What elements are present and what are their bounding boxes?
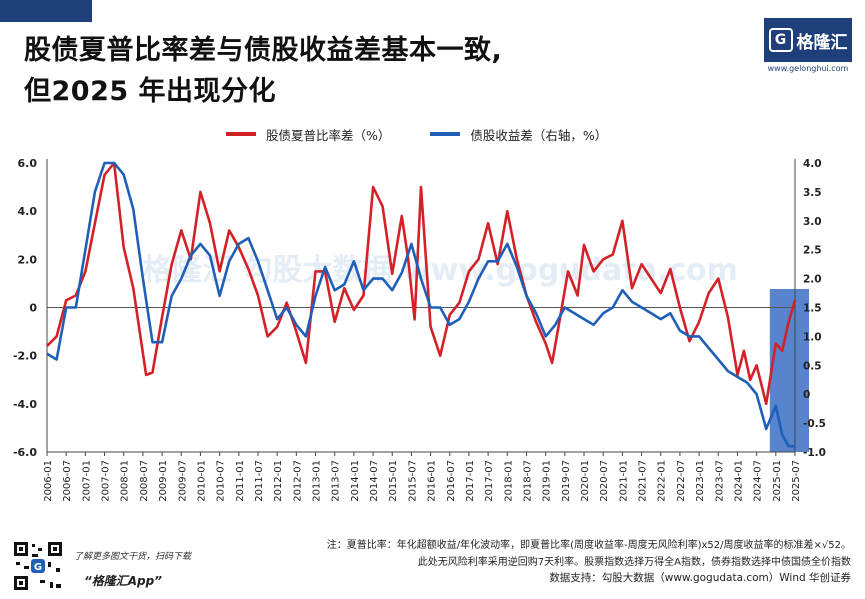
left-tick-label: -6.0: [13, 446, 37, 459]
brand-logo: G 格隆汇 www.gelonghui.com: [764, 18, 852, 74]
x-tick-label: 2017-07: [484, 460, 495, 502]
x-tick-label: 2023-07: [714, 460, 725, 502]
brand-badge: G 格隆汇: [764, 18, 852, 62]
x-tick-label: 2023-01: [695, 460, 706, 502]
left-tick-label: -2.0: [13, 350, 37, 363]
left-tick-label: 0: [29, 302, 37, 315]
legend-swatch-yield: [430, 132, 461, 136]
x-tick-label: 2009-07: [177, 460, 188, 502]
corner-tab: [0, 0, 92, 22]
x-tick-label: 2012-01: [273, 460, 284, 502]
right-tick-label: -1.0: [803, 447, 826, 459]
x-tick-label: 2016-07: [446, 460, 457, 502]
data-source: 数据支持：勾股大数据（www.gogudata.com）Wind 华创证券: [549, 572, 851, 584]
x-tick-label: 2013-01: [312, 460, 323, 502]
title-line-1: 股债夏普比率差与债股收益差基本一致,: [24, 35, 503, 66]
brand-url: www.gelonghui.com: [767, 64, 849, 73]
x-tick-label: 2019-07: [561, 460, 572, 502]
x-tick-label: 2020-07: [599, 460, 610, 502]
x-tick-label: 2006-01: [43, 460, 54, 502]
x-tick-label: 2014-07: [369, 460, 380, 502]
x-tick-label: 2018-01: [503, 460, 514, 502]
app-name: “格隆汇App”: [84, 574, 162, 588]
legend-label-yield: 债股收益差（右轴，%）: [470, 127, 608, 143]
brand-g-icon: G: [768, 28, 793, 52]
x-tick-label: 2010-01: [196, 460, 207, 502]
left-tick-label: -4.0: [13, 398, 37, 411]
x-tick-label: 2021-07: [638, 460, 649, 502]
series-line-sharpe-diff: [46, 161, 797, 406]
series-line-yield-gap: [46, 161, 795, 448]
right-tick-label: -0.5: [803, 418, 826, 430]
x-tick-label: 2006-07: [62, 460, 73, 502]
x-tick-label: 2025-01: [772, 460, 783, 502]
x-tick-label: 2020-01: [580, 460, 591, 502]
x-tick-label: 2007-07: [101, 460, 112, 502]
svg-text:G: G: [34, 562, 42, 573]
x-tick-label: 2010-07: [216, 460, 227, 502]
x-tick-label: 2012-07: [292, 460, 303, 502]
right-tick-label: 0.5: [803, 360, 822, 372]
right-tick-label: 3.5: [803, 187, 822, 199]
footnote-line-2: 此处无风险利率采用逆回购7天利率。股票指数选择万得全A指数，债券指数选择中债国债…: [417, 557, 851, 568]
x-tick-label: 2007-01: [81, 460, 92, 502]
x-tick-label: 2022-01: [657, 460, 668, 502]
left-tick-label: 4.0: [18, 205, 38, 218]
x-tick-label: 2011-07: [254, 460, 265, 502]
right-tick-label: 2.0: [803, 274, 822, 286]
right-tick-label: 0: [803, 389, 810, 401]
left-tick-label: 2.0: [18, 253, 38, 266]
x-tick-label: 2008-07: [139, 460, 150, 502]
right-tick-label: 3.0: [803, 216, 822, 228]
legend-swatch-sharpe: [226, 132, 256, 136]
title-line-2: 但2025 年出现分化: [24, 76, 277, 107]
x-tick-label: 2024-01: [733, 460, 744, 502]
x-tick-label: 2013-07: [331, 460, 342, 502]
qr-hint: 了解更多图文干货，扫码下载: [74, 552, 192, 562]
right-tick-label: 1.5: [803, 303, 822, 315]
right-tick-label: 2.5: [803, 245, 822, 257]
x-tick-label: 2015-01: [388, 460, 399, 502]
x-tick-label: 2009-01: [158, 460, 169, 502]
chart-legend: 股债夏普比率差（%） 债股收益差（右轴，%）: [226, 124, 647, 144]
x-tick-label: 2021-01: [618, 460, 629, 502]
x-tick-label: 2016-01: [427, 460, 438, 502]
x-tick-label: 2011-01: [235, 460, 246, 502]
x-tick-label: 2017-01: [465, 460, 476, 502]
qr-code-icon[interactable]: G: [12, 540, 64, 592]
x-tick-label: 2024-07: [753, 460, 764, 502]
brand-name: 格隆汇: [796, 32, 848, 53]
x-tick-label: 2025-07: [791, 460, 802, 502]
footnote-line-1: 注：夏普比率：年化超额收益/年化波动率，即夏普比率(周度收益率-周度无风险利率)…: [326, 540, 851, 551]
left-tick-label: 6.0: [18, 157, 38, 170]
page-title: 股债夏普比率差与债股收益差基本一致, 但2025 年出现分化: [24, 30, 724, 112]
x-tick-label: 2018-07: [522, 460, 533, 502]
right-tick-label: 1.0: [803, 331, 822, 343]
legend-item-sharpe: 股债夏普比率差（%）: [226, 125, 390, 144]
x-tick-label: 2019-01: [542, 460, 553, 502]
x-tick-label: 2008-01: [120, 460, 131, 502]
dual-axis-line-chart: 格隆汇 勾股大数据 www.gogudata.com6.04.02.00-2.0…: [13, 157, 826, 502]
right-tick-label: 4.0: [803, 158, 822, 170]
x-tick-label: 2014-01: [350, 460, 361, 502]
x-tick-label: 2015-07: [407, 460, 418, 502]
legend-label-sharpe: 股债夏普比率差（%）: [266, 127, 391, 143]
legend-item-yield: 债股收益差（右轴，%）: [430, 125, 607, 144]
x-tick-label: 2022-07: [676, 460, 687, 502]
